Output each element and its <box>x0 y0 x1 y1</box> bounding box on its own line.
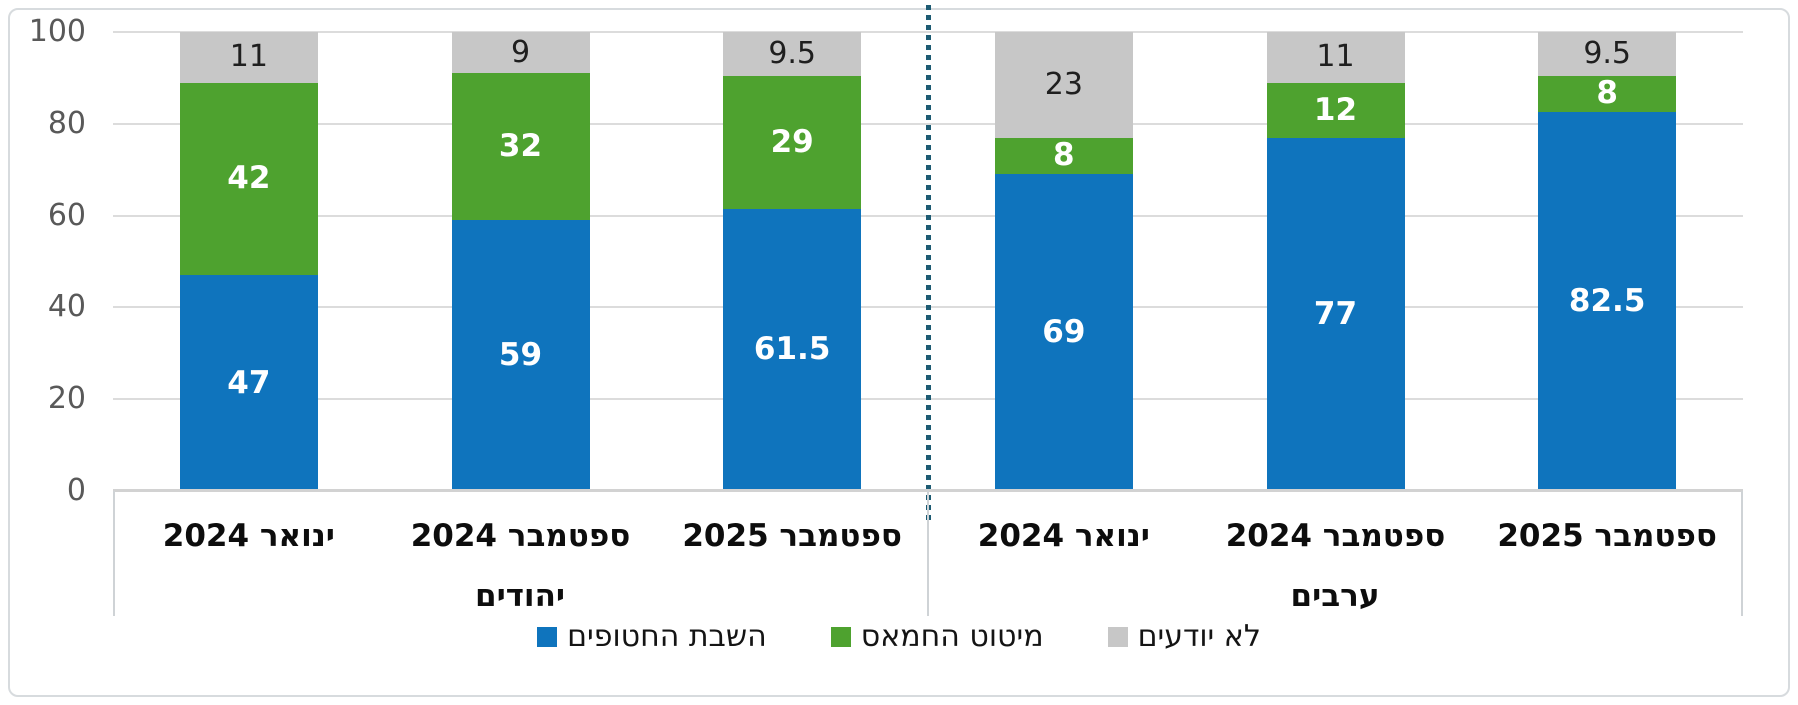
bar-segment: 9.5 <box>1538 32 1677 76</box>
legend-swatch-hostages <box>537 627 558 647</box>
y-tick-label: 100 <box>28 14 86 49</box>
legend-item: לא יודעים <box>1107 617 1261 657</box>
y-tick-label: 60 <box>47 197 86 233</box>
bar-slot: 77 12 11 <box>1200 32 1472 491</box>
plot-area: 47 42 11 59 32 9 61.5 29 9.5 69 8 23 77 12 11 82.5 8 9.5 <box>113 5 1743 523</box>
legend-label: לא יודעים <box>1137 619 1261 654</box>
segment-value-label: 47 <box>227 364 271 401</box>
segment-value-label: 12 <box>1313 91 1358 128</box>
y-tick-label: 20 <box>47 381 86 417</box>
bar-segment: 69 <box>994 174 1133 491</box>
bar-segment: 8 <box>994 137 1133 175</box>
bar-stack: 47 42 11 <box>179 32 318 491</box>
segment-value-label: 61.5 <box>753 331 831 368</box>
category-label: ינואר 2024 <box>977 518 1150 554</box>
legend-label: השבת החטופים <box>567 619 767 654</box>
legend-label: מיטוט החמאס <box>860 619 1044 654</box>
legend-swatch-dont-know <box>1107 627 1128 647</box>
bar-group: 47 42 11 59 32 9 61.5 29 9.5 <box>113 32 928 491</box>
bar-slot: 59 32 9 <box>385 32 657 491</box>
segment-value-label: 77 <box>1313 295 1358 332</box>
bar-stack: 77 12 11 <box>1266 32 1405 491</box>
segment-value-label: 9.5 <box>1583 35 1632 71</box>
y-axis: 0 20 40 60 80 100 <box>0 0 90 705</box>
bar-segment: 82.5 <box>1538 112 1677 491</box>
segment-value-label: 9 <box>510 34 531 70</box>
group-label-arabs: ערבים <box>1290 578 1380 614</box>
category-label: ספטמבר 2025 <box>682 518 902 554</box>
y-tick-label: 40 <box>47 289 86 325</box>
segment-value-label: 8 <box>1596 75 1618 112</box>
y-tick-label: 0 <box>66 473 86 508</box>
segment-value-label: 9.5 <box>768 35 817 71</box>
bar-segment: 12 <box>1266 82 1405 138</box>
bar-slot: 61.5 29 9.5 <box>656 32 928 491</box>
segment-value-label: 29 <box>770 123 814 160</box>
legend-item: מיטוט החמאס <box>830 617 1044 657</box>
category-label-row: ינואר 2024 ספטמבר 2024 ספטמבר 2025 ינואר 20… <box>113 518 1743 558</box>
bar-stack: 61.5 29 9.5 <box>723 32 862 491</box>
segment-value-label: 11 <box>229 39 268 75</box>
bar-slot: 82.5 8 9.5 <box>1471 32 1743 491</box>
bar-segment: 42 <box>179 82 318 276</box>
legend-item: השבת החטופים <box>537 617 767 657</box>
bar-stack: 59 32 9 <box>451 32 590 491</box>
bar-segment: 59 <box>451 220 590 491</box>
bar-segment: 11 <box>179 32 318 83</box>
segment-value-label: 69 <box>1042 314 1086 351</box>
bar-slot: 69 8 23 <box>928 32 1200 491</box>
bar-segment: 23 <box>994 32 1133 138</box>
group-label-jews: יהודים <box>474 578 566 614</box>
x-axis-line <box>113 489 1743 492</box>
category-label: ספטמבר 2024 <box>1225 518 1446 554</box>
bar-stack: 69 8 23 <box>994 32 1133 491</box>
y-tick-label: 80 <box>47 105 86 141</box>
segment-value-label: 11 <box>1316 39 1355 75</box>
segment-value-label: 59 <box>498 337 543 374</box>
segment-value-label: 42 <box>227 160 271 197</box>
bar-segment: 9 <box>451 32 590 74</box>
bar-group: 69 8 23 77 12 11 82.5 8 9.5 <box>928 32 1743 491</box>
segment-value-label: 32 <box>498 128 543 165</box>
legend: השבת החטופים מיטוט החמאס לא יודעים <box>0 616 1798 658</box>
bar-segment: 8 <box>1538 75 1677 113</box>
bar-segment: 29 <box>723 75 862 209</box>
bar-segment: 77 <box>1266 137 1405 491</box>
segment-value-label: 23 <box>1044 66 1083 102</box>
bar-segment: 9.5 <box>723 32 862 76</box>
category-label: ספטמבר 2025 <box>1497 518 1717 554</box>
segment-value-label: 8 <box>1053 137 1075 174</box>
bar-segment: 32 <box>451 73 590 221</box>
bar-segment: 11 <box>1266 32 1405 83</box>
segment-value-label: 82.5 <box>1568 283 1646 320</box>
bar-slot: 47 42 11 <box>113 32 385 491</box>
legend-swatch-hamas <box>830 627 851 647</box>
group-label-row: יהודים ערבים <box>113 578 1743 618</box>
bar-segment: 47 <box>179 275 318 491</box>
separator-dotted-line <box>925 5 931 523</box>
bar-segment: 61.5 <box>723 208 862 491</box>
category-label: ספטמבר 2024 <box>410 518 631 554</box>
category-label: ינואר 2024 <box>162 518 335 554</box>
bar-stack: 82.5 8 9.5 <box>1538 32 1677 491</box>
